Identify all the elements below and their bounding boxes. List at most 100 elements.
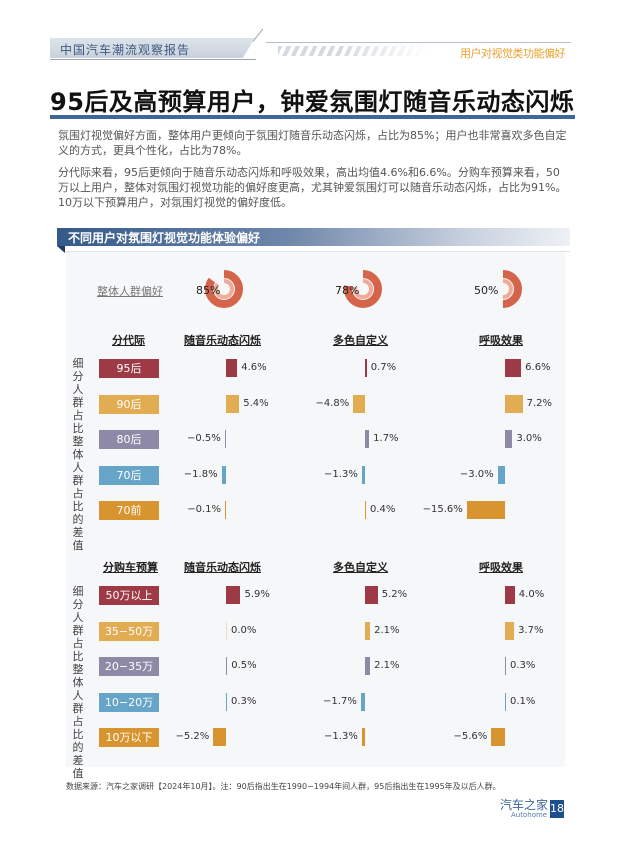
bar-multicolor [365, 430, 370, 448]
bar-value-multicolor: −4.8% [315, 397, 350, 409]
bar-music [225, 501, 226, 519]
bar-value-breathing: 4.0% [518, 589, 545, 600]
bar-value-music: 5.9% [244, 589, 270, 600]
bar-multicolor [365, 657, 371, 675]
bar-value-breathing: 3.0% [516, 433, 542, 444]
bar-breathing [505, 586, 515, 604]
bar-music [226, 359, 238, 377]
donut-chart-icon [205, 270, 243, 308]
donut-chart-icon [344, 270, 382, 308]
data-source-note: 数据来源：汽车之家调研【2024年10月】。注：90后指出生在1990−1994… [66, 782, 501, 791]
donut-chart-icon [484, 270, 522, 308]
metric-header-multicolor: 多色自定义 [333, 561, 388, 574]
bar-value-multicolor: 0.4% [370, 504, 396, 515]
bar-multicolor [360, 692, 365, 711]
category-pill: 70后 [99, 465, 159, 485]
brand-logo-cn: 汽车之家 [500, 798, 549, 812]
bar-multicolor [361, 465, 365, 484]
header-divider [50, 59, 256, 60]
title-rule [50, 115, 575, 119]
metric-header-breathing: 呼吸效果 [479, 334, 523, 347]
bar-music [226, 692, 227, 711]
page-number: 18 [550, 800, 564, 818]
bar-music [226, 657, 228, 675]
bar-multicolor [353, 394, 365, 413]
bar-breathing [505, 394, 523, 413]
bar-value-music: 0.3% [231, 695, 257, 707]
donut-music [203, 268, 245, 310]
bar-breathing [505, 657, 506, 675]
report-name: 中国汽车潮流观察报告 [60, 43, 191, 57]
bar-value-music: −1.8% [183, 468, 218, 480]
section-header-fold [57, 246, 65, 253]
bar-value-breathing: −3.0% [459, 468, 494, 480]
report-name-tab [50, 38, 255, 58]
bar-value-multicolor: 2.1% [374, 660, 400, 671]
bar-breathing [466, 501, 505, 519]
bar-value-breathing: 3.7% [518, 624, 544, 636]
category-pill: 90后 [99, 394, 159, 414]
donut-breathing [482, 268, 524, 310]
bar-music [213, 728, 226, 746]
section-title: 不同用户对氛围灯视觉功能体验偏好 [68, 231, 261, 245]
bar-multicolor [361, 728, 365, 746]
donut-multicolor [342, 268, 384, 310]
brand-logo-en: Autohome [511, 811, 548, 819]
bar-value-breathing: 7.2% [526, 397, 553, 409]
bar-value-multicolor: 1.7% [373, 433, 399, 444]
bar-multicolor [365, 359, 367, 377]
category-pill: 35−50万 [99, 621, 159, 641]
section-name: 用户对视觉类功能偏好 [460, 47, 566, 60]
bar-value-multicolor: −1.7% [323, 695, 357, 707]
bar-value-breathing: −15.6% [422, 504, 463, 515]
paragraph-2: 分代际来看，95后更倾向于随音乐动态闪烁和呼吸效果，高出均值4.6%和6.6%。… [58, 166, 567, 209]
donut-value-music: 85% [196, 284, 221, 297]
bar-breathing [497, 465, 505, 484]
bar-value-music: −5.2% [175, 731, 210, 742]
donut-value-multicolor: 78% [335, 284, 360, 297]
header-stripes [278, 46, 428, 56]
section-underline [66, 251, 570, 252]
bar-breathing [505, 692, 506, 711]
bar-value-breathing: −5.6% [453, 731, 488, 742]
bar-value-breathing: 0.1% [510, 695, 536, 707]
bar-music [226, 621, 227, 640]
overall-label: 整体人群偏好 [97, 285, 163, 298]
bar-value-music: 0.5% [231, 660, 257, 671]
category-pill: 70前 [99, 501, 159, 520]
y-axis-label-budget: 细分人群占比整体人群占比的差值 [72, 585, 84, 780]
bar-multicolor [365, 586, 378, 604]
metric-header-music: 随音乐动态闪烁 [184, 334, 261, 347]
bar-value-music: 5.4% [243, 397, 269, 409]
bar-value-multicolor: 0.7% [370, 362, 397, 373]
category-pill: 80后 [99, 430, 159, 449]
bar-value-music: −0.1% [187, 504, 221, 515]
category-pill: 20−35万 [99, 657, 159, 676]
bar-value-breathing: 6.6% [525, 362, 551, 373]
metric-header-multicolor: 多色自定义 [333, 334, 388, 347]
bar-breathing [505, 359, 522, 377]
bar-value-multicolor: 5.2% [381, 589, 408, 600]
bar-music [226, 586, 241, 604]
group-header-budget: 分购车预算 [103, 561, 158, 574]
bar-value-multicolor: 2.1% [374, 624, 400, 636]
bar-breathing [491, 728, 505, 746]
bar-music [224, 430, 226, 448]
category-pill: 10万以下 [99, 728, 159, 747]
donut-value-breathing: 50% [474, 284, 499, 297]
section-header-bar [57, 228, 570, 246]
header-top-rule [266, 42, 571, 43]
bar-breathing [505, 621, 515, 640]
bar-multicolor [365, 501, 366, 519]
group-header-generation: 分代际 [112, 334, 145, 347]
category-pill: 50万以上 [99, 586, 159, 605]
metric-header-music: 随音乐动态闪烁 [184, 561, 261, 574]
bar-breathing [505, 430, 513, 448]
bar-music [221, 465, 226, 484]
page-title: 95后及高预算用户，钟爱氛围灯随音乐动态闪烁 [50, 88, 575, 116]
y-axis-label-generation: 细分人群占比整体人群占比的差值 [72, 357, 84, 552]
bar-value-music: 0.0% [231, 624, 257, 636]
bar-value-multicolor: −1.3% [324, 731, 358, 742]
bar-value-multicolor: −1.3% [324, 468, 358, 480]
bar-value-breathing: 0.3% [510, 660, 536, 671]
